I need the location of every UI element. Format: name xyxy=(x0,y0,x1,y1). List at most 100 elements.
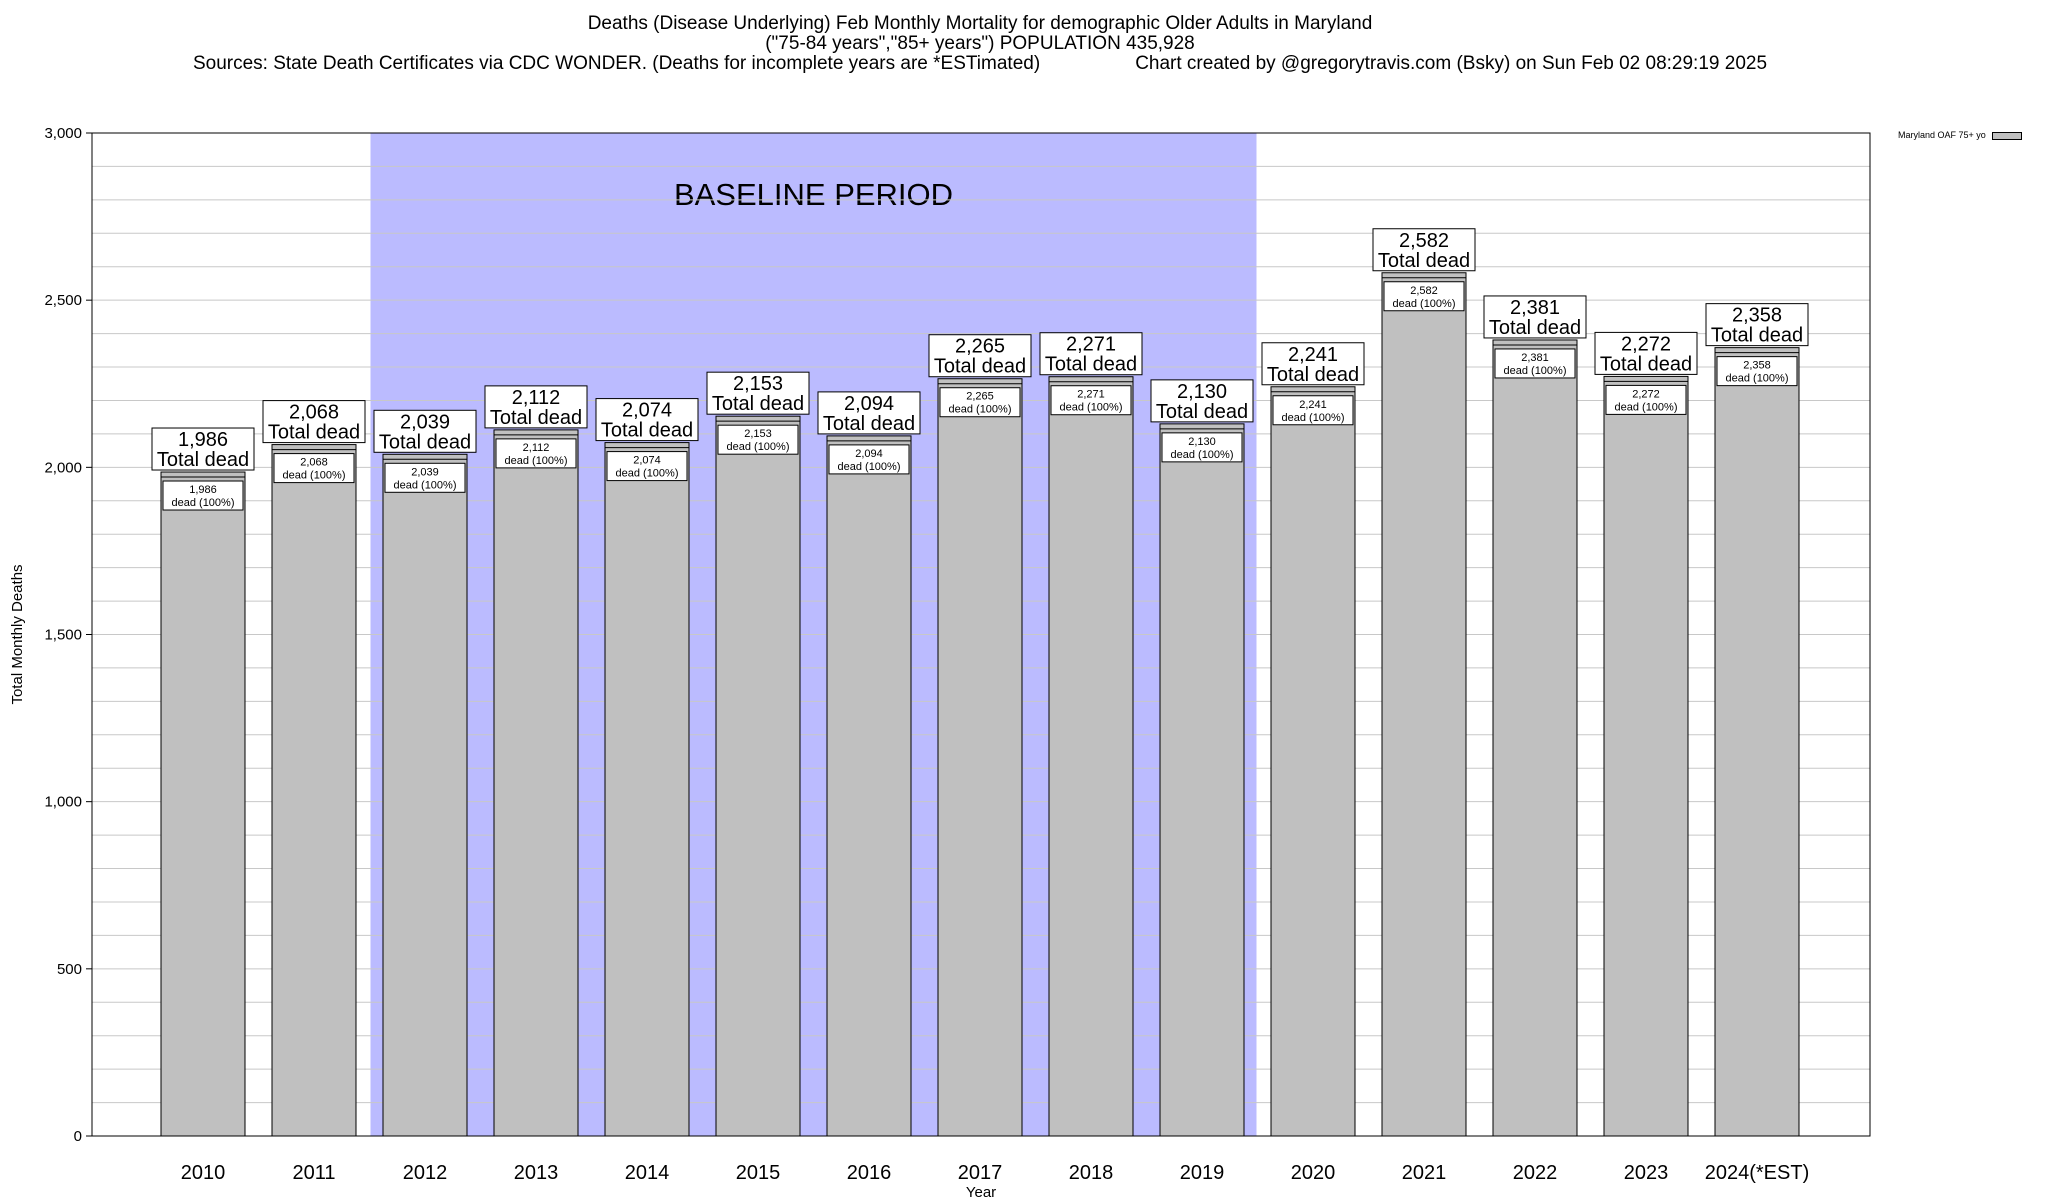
inner-label-box xyxy=(384,462,466,493)
x-axis-label: Year xyxy=(966,1184,996,1200)
inner-value-label: 2,241 xyxy=(1299,399,1327,411)
x-tick-label: 2021 xyxy=(1402,1162,1447,1184)
chart-title-line2: ("75-84 years","85+ years") POPULATION 4… xyxy=(765,33,1195,54)
top-value-label: 1,986 xyxy=(178,429,228,451)
top-label-box xyxy=(928,334,1032,378)
top-total-label: Total dead xyxy=(157,449,249,471)
inner-label-box xyxy=(1050,385,1132,416)
top-label-box xyxy=(1705,303,1809,347)
inner-value-label: 2,265 xyxy=(966,391,994,403)
bar xyxy=(1492,339,1578,1137)
inner-label-box xyxy=(606,451,688,482)
top-value-label: 2,094 xyxy=(844,393,894,415)
top-value-label: 2,153 xyxy=(733,373,783,395)
bar xyxy=(1270,386,1356,1137)
top-value-label: 2,272 xyxy=(1621,333,1671,355)
inner-value-label: 2,039 xyxy=(411,466,439,478)
top-label-box xyxy=(1039,332,1143,376)
bar xyxy=(271,444,357,1137)
inner-value-label: 2,074 xyxy=(633,455,661,467)
bar xyxy=(937,378,1023,1137)
inner-value-label: 2,272 xyxy=(1632,388,1660,400)
x-tick-label: 2020 xyxy=(1291,1162,1336,1184)
inner-label-box xyxy=(1383,281,1465,312)
x-tick-label: 2010 xyxy=(181,1162,226,1184)
x-tick-label: 2016 xyxy=(847,1162,892,1184)
inner-pct-label: dead (100%) xyxy=(838,461,901,473)
top-label-box xyxy=(1372,228,1476,272)
inner-value-label: 2,358 xyxy=(1743,360,1771,372)
x-tick-label: 2011 xyxy=(292,1162,335,1184)
inner-pct-label: dead (100%) xyxy=(949,404,1012,416)
inner-label-box xyxy=(495,438,577,469)
legend-label: Maryland OAF 75+ yo xyxy=(1898,130,1986,140)
top-total-label: Total dead xyxy=(712,393,804,415)
y-tick-label: 2,000 xyxy=(44,459,82,476)
inner-pct-label: dead (100%) xyxy=(1615,401,1678,413)
inner-pct-label: dead (100%) xyxy=(1060,402,1123,414)
top-label-box xyxy=(262,400,366,444)
top-total-label: Total dead xyxy=(934,356,1026,378)
top-label-box xyxy=(484,385,588,429)
inner-pct-label: dead (100%) xyxy=(394,479,457,491)
top-label-box xyxy=(1483,295,1587,339)
x-tick-label: 2012 xyxy=(403,1162,448,1184)
inner-pct-label: dead (100%) xyxy=(727,441,790,453)
top-label-box xyxy=(706,371,810,415)
bar xyxy=(1048,376,1134,1137)
chart-sources-credit: Sources: State Death Certificates via CD… xyxy=(0,54,1960,74)
inner-pct-label: dead (100%) xyxy=(1282,412,1345,424)
inner-pct-label: dead (100%) xyxy=(1171,449,1234,461)
bar xyxy=(1381,272,1467,1137)
inner-label-box xyxy=(1494,348,1576,379)
top-value-label: 2,271 xyxy=(1066,334,1116,356)
y-axis-label: Total Monthly Deaths xyxy=(9,564,26,704)
inner-value-label: 2,582 xyxy=(1410,285,1438,297)
bar xyxy=(160,471,246,1137)
inner-value-label: 2,112 xyxy=(523,442,550,454)
inner-label-box xyxy=(717,424,799,455)
inner-pct-label: dead (100%) xyxy=(505,455,568,467)
top-total-label: Total dead xyxy=(1378,250,1470,272)
inner-label-box xyxy=(1716,356,1798,387)
top-total-label: Total dead xyxy=(379,431,471,453)
inner-value-label: 1,986 xyxy=(189,484,217,496)
inner-label-box xyxy=(273,453,355,484)
top-total-label: Total dead xyxy=(1600,353,1692,375)
top-label-box xyxy=(151,427,255,471)
inner-label-box xyxy=(1272,395,1354,426)
inner-label-box xyxy=(1605,384,1687,415)
bar xyxy=(1603,375,1689,1137)
inner-pct-label: dead (100%) xyxy=(616,468,679,480)
bar xyxy=(1714,347,1800,1137)
inner-pct-label: dead (100%) xyxy=(172,497,235,509)
inner-value-label: 2,094 xyxy=(855,448,883,460)
inner-value-label: 2,153 xyxy=(744,428,772,440)
top-total-label: Total dead xyxy=(490,407,582,429)
inner-value-label: 2,271 xyxy=(1077,389,1105,401)
bar xyxy=(604,442,690,1137)
bar xyxy=(382,453,468,1137)
top-value-label: 2,582 xyxy=(1399,230,1449,252)
inner-value-label: 2,381 xyxy=(1521,352,1549,364)
x-tick-label: 2015 xyxy=(736,1162,781,1184)
legend-swatch xyxy=(1991,131,2022,140)
x-tick-label: 2018 xyxy=(1069,1162,1114,1184)
top-value-label: 2,074 xyxy=(622,400,672,422)
top-value-label: 2,381 xyxy=(1510,297,1560,319)
bar xyxy=(493,429,579,1137)
x-tick-label: 2019 xyxy=(1180,1162,1225,1184)
y-tick-label: 3,000 xyxy=(44,125,82,142)
top-total-label: Total dead xyxy=(1045,354,1137,376)
inner-label-box xyxy=(828,444,910,475)
top-label-box xyxy=(1150,379,1254,423)
y-tick-label: 1,000 xyxy=(44,794,82,811)
top-value-label: 2,358 xyxy=(1732,305,1782,327)
top-label-box xyxy=(595,398,699,442)
inner-pct-label: dead (100%) xyxy=(1726,373,1789,385)
bar xyxy=(1159,423,1245,1137)
top-label-box xyxy=(1261,342,1365,386)
top-value-label: 2,130 xyxy=(1177,381,1227,403)
chart-credit: Chart created by @gregorytravis.com (Bsk… xyxy=(1135,53,1768,74)
